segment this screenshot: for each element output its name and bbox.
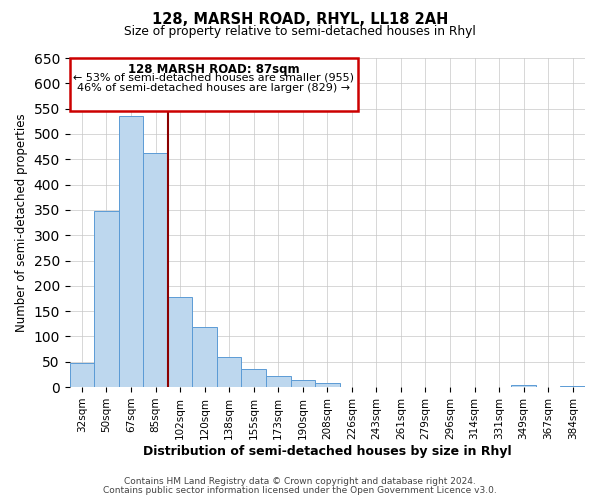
Bar — [290, 380, 315, 387]
Bar — [193, 328, 217, 387]
FancyBboxPatch shape — [70, 58, 358, 110]
Bar — [119, 116, 143, 387]
X-axis label: Distribution of semi-detached houses by size in Rhyl: Distribution of semi-detached houses by … — [143, 444, 512, 458]
Bar — [266, 376, 290, 387]
Text: Contains HM Land Registry data © Crown copyright and database right 2024.: Contains HM Land Registry data © Crown c… — [124, 477, 476, 486]
Text: Contains public sector information licensed under the Open Government Licence v3: Contains public sector information licen… — [103, 486, 497, 495]
Bar — [560, 386, 585, 387]
Bar — [511, 385, 536, 387]
Text: ← 53% of semi-detached houses are smaller (955): ← 53% of semi-detached houses are smalle… — [73, 73, 355, 83]
Bar — [143, 152, 168, 387]
Y-axis label: Number of semi-detached properties: Number of semi-detached properties — [15, 113, 28, 332]
Bar — [217, 356, 241, 387]
Text: Size of property relative to semi-detached houses in Rhyl: Size of property relative to semi-detach… — [124, 25, 476, 38]
Bar — [70, 364, 94, 387]
Bar — [241, 370, 266, 387]
Bar — [94, 211, 119, 387]
Bar — [315, 382, 340, 387]
Text: 46% of semi-detached houses are larger (829) →: 46% of semi-detached houses are larger (… — [77, 82, 350, 92]
Text: 128, MARSH ROAD, RHYL, LL18 2AH: 128, MARSH ROAD, RHYL, LL18 2AH — [152, 12, 448, 28]
Text: 128 MARSH ROAD: 87sqm: 128 MARSH ROAD: 87sqm — [128, 63, 300, 76]
Bar — [168, 298, 193, 387]
